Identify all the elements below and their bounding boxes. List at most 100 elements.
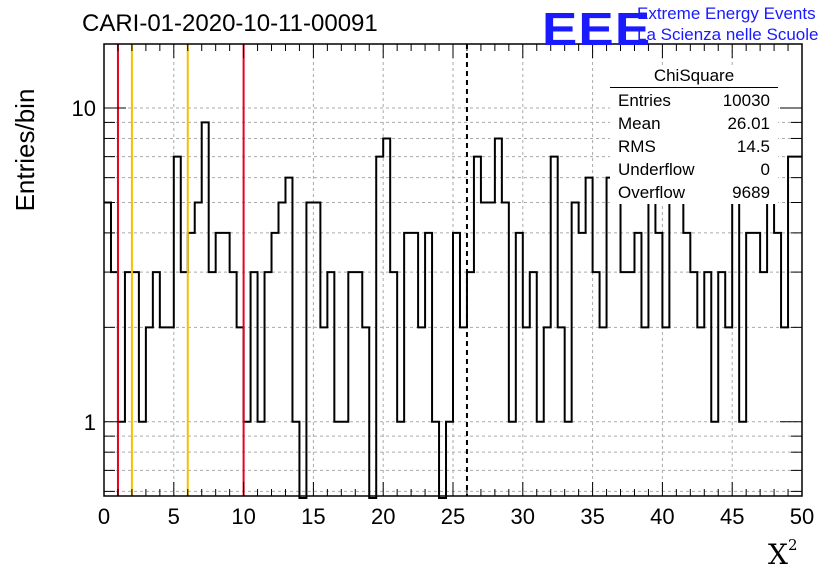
histogram-bin	[655, 233, 662, 496]
histogram-bin	[558, 327, 565, 496]
histogram-bin	[125, 272, 132, 496]
histogram-bin	[593, 272, 600, 496]
stats-value: 14.5	[736, 137, 770, 156]
histogram-bin	[146, 327, 153, 496]
histogram-bin	[474, 157, 481, 496]
histogram-bin	[502, 202, 509, 496]
histogram-bin	[139, 422, 146, 496]
histogram-bin	[697, 327, 704, 496]
histogram-bin	[662, 327, 669, 496]
histogram-bin	[774, 233, 781, 496]
histogram-bin	[544, 327, 551, 496]
histogram-bin	[306, 202, 313, 496]
histogram-bin	[683, 233, 690, 496]
histogram-bin	[244, 422, 251, 496]
x-tick-label: 15	[301, 504, 325, 529]
eee-logo: EEE	[542, 3, 652, 55]
histogram-bin	[530, 272, 537, 496]
histogram-bin	[746, 233, 753, 496]
histogram-bin	[795, 157, 802, 496]
histogram-bin	[411, 233, 418, 496]
histogram-bin	[341, 422, 348, 496]
histogram-bin	[174, 157, 181, 496]
histogram-bin	[285, 178, 292, 496]
histogram-bin	[600, 327, 607, 496]
stats-row-mean: Mean 26.01	[610, 112, 778, 135]
histogram-bin	[634, 233, 641, 496]
histogram-bin	[523, 327, 530, 496]
histogram-bin	[760, 272, 767, 496]
histogram-bin	[313, 202, 320, 496]
histogram-bin	[516, 233, 523, 496]
histogram-bin	[537, 422, 544, 496]
histogram-bin	[641, 327, 648, 496]
stats-row-entries: Entries 10030	[610, 89, 778, 112]
histogram-bin	[753, 233, 760, 496]
histogram-bin	[621, 272, 628, 496]
histogram-bin	[118, 422, 125, 496]
histogram-bin	[425, 233, 432, 496]
histogram-bin	[181, 272, 188, 496]
histogram-bin	[216, 233, 223, 496]
stats-row-overflow: Overflow 9689	[610, 181, 778, 204]
stats-label: Entries	[618, 91, 671, 110]
stats-label: Overflow	[618, 183, 686, 202]
histogram-series	[104, 121, 802, 499]
histogram-bin	[132, 272, 139, 496]
y-tick-label: 1	[84, 410, 96, 435]
stats-value: 9689	[732, 183, 770, 202]
histogram-bin	[788, 157, 795, 496]
histogram-bin	[265, 272, 272, 496]
histogram-bin	[195, 202, 202, 496]
histogram-bin	[739, 422, 746, 496]
stats-label: Mean	[618, 114, 661, 133]
x-tick-label: 5	[168, 504, 180, 529]
histogram-bin	[579, 233, 586, 496]
histogram-bin	[348, 272, 355, 496]
histogram-bin	[509, 422, 516, 496]
histogram-bin	[488, 202, 495, 496]
x-tick-label: 20	[371, 504, 395, 529]
histogram-bin	[167, 327, 174, 496]
logo-subtitle-line1: Extreme Energy Events	[637, 4, 816, 23]
histogram-bin	[237, 327, 244, 496]
x-axis-label: X2	[768, 536, 797, 571]
histogram-bin	[153, 272, 160, 496]
histogram-bin	[460, 327, 467, 496]
histogram-bin	[111, 272, 118, 496]
histogram-bin	[230, 272, 237, 496]
histogram-bin	[565, 422, 572, 496]
histogram-bin	[495, 138, 502, 496]
histogram-bin	[669, 157, 676, 496]
histogram-bin	[418, 327, 425, 496]
histogram-bin	[725, 327, 732, 496]
histogram-bin	[404, 233, 411, 496]
stats-box: ChiSquare Entries 10030 Mean 26.01 RMS 14.5…	[610, 66, 778, 204]
histogram-bin	[676, 202, 683, 496]
histogram-bin	[648, 202, 655, 496]
histogram-bin	[614, 157, 621, 496]
x-tick-label: 30	[511, 504, 535, 529]
histogram-bin	[355, 272, 362, 496]
histogram-bin	[467, 272, 474, 496]
histogram-bin	[432, 422, 439, 496]
stats-row-rms: RMS 14.5	[610, 135, 778, 158]
x-tick-label: 35	[580, 504, 604, 529]
x-tick-label: 0	[98, 504, 110, 529]
x-tick-label: 50	[790, 504, 814, 529]
x-tick-label: 40	[650, 504, 674, 529]
histogram-bin	[607, 178, 614, 496]
histogram-bin	[390, 272, 397, 496]
x-tick-label: 10	[231, 504, 255, 529]
histogram-bin	[628, 272, 635, 496]
histogram-bin	[160, 327, 167, 496]
stats-title: ChiSquare	[610, 66, 778, 88]
x-axis-label-base: X	[768, 538, 788, 571]
y-axis-label: Entries/bin	[9, 88, 40, 212]
x-tick-label: 45	[720, 504, 744, 529]
histogram-bin	[446, 422, 453, 496]
histogram-bin	[767, 157, 774, 496]
histogram-bin	[704, 272, 711, 496]
histogram-bin	[251, 272, 258, 496]
